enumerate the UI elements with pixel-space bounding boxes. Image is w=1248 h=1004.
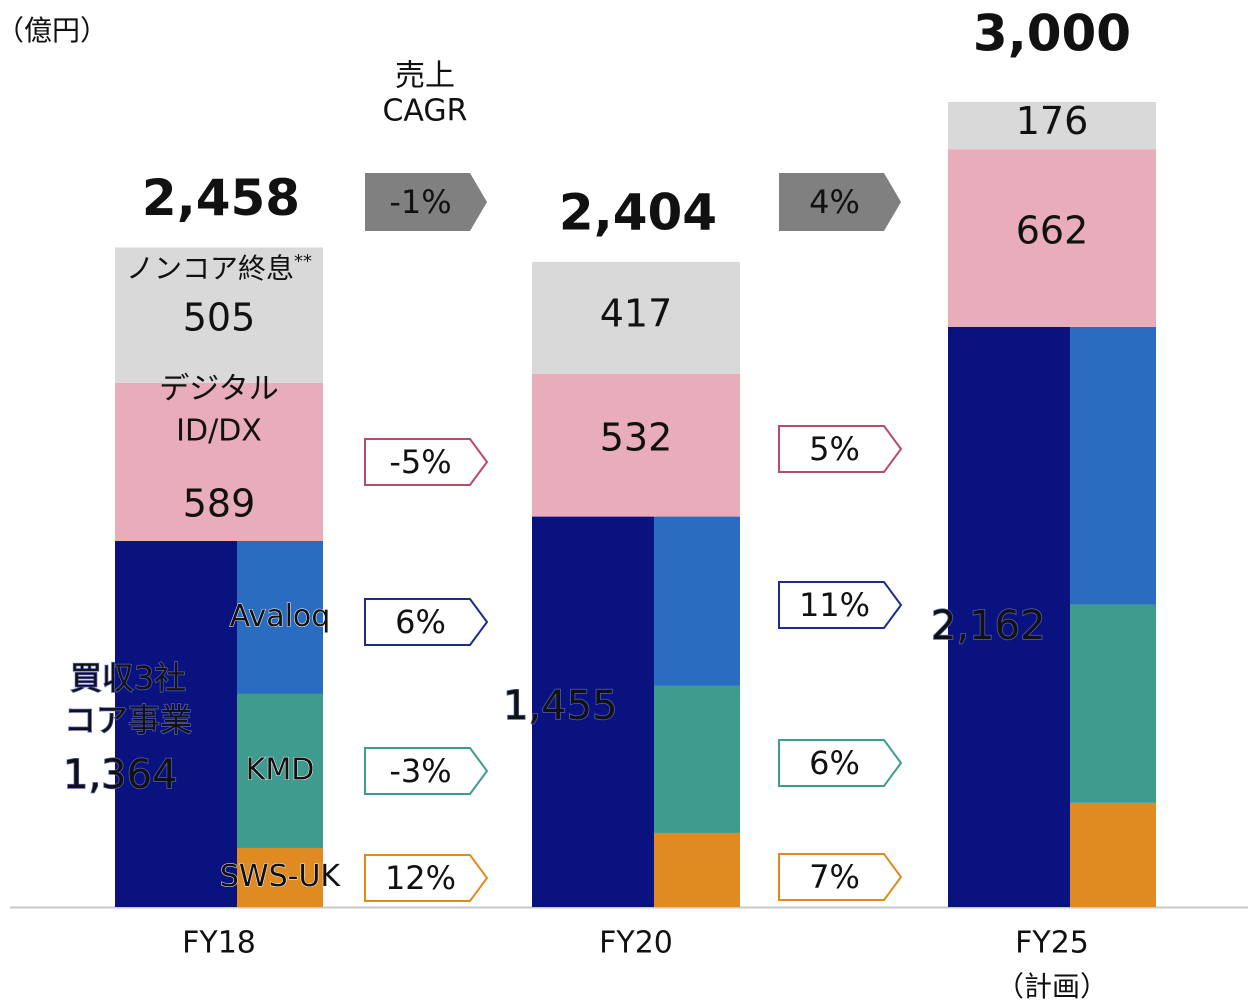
value-label: 505 xyxy=(183,296,256,340)
value-label: 662 xyxy=(1016,209,1089,253)
cagr-arrow xyxy=(364,598,489,646)
cagr-arrow xyxy=(778,425,903,473)
component-label: Avaloq xyxy=(230,599,331,634)
bar-segment xyxy=(532,261,740,374)
bar-segment xyxy=(1070,326,1156,605)
bar-segment xyxy=(654,516,740,686)
total-label: 2,404 xyxy=(559,183,717,241)
bar-segment xyxy=(948,149,1156,327)
cagr-arrow xyxy=(778,739,903,787)
value-label: 176 xyxy=(1016,99,1089,143)
series-label: ノンコア終息** xyxy=(126,251,312,285)
series-label: ID/DX xyxy=(176,413,262,448)
cagr-label: -3% xyxy=(389,752,451,790)
total-label: 2,458 xyxy=(142,169,300,227)
component-label: SWS-UK xyxy=(220,859,342,894)
footnote-mark: ** xyxy=(294,251,312,272)
bar-segment xyxy=(1070,802,1156,907)
cagr-arrow xyxy=(778,581,903,629)
value-label: 2,162 xyxy=(931,603,1046,649)
cagr-arrow xyxy=(364,438,489,486)
value-label: 589 xyxy=(183,481,256,525)
cagr-label: -1% xyxy=(389,183,451,221)
bar-segment xyxy=(115,247,323,383)
cagr-arrow xyxy=(778,853,903,901)
x-tick-note: （計画） xyxy=(996,970,1108,1003)
cagr-arrow xyxy=(364,747,489,795)
cagr-title: CAGR xyxy=(382,94,467,129)
series-label: 買収3社 xyxy=(70,659,186,697)
x-tick-label: FY18 xyxy=(182,926,256,961)
bar-segment xyxy=(948,326,1070,907)
cagr-label: 6% xyxy=(395,603,446,641)
cagr-label: 4% xyxy=(809,183,860,221)
cagr-label: 12% xyxy=(385,859,456,897)
cagr-arrow xyxy=(364,854,489,902)
bar-segment xyxy=(948,102,1156,150)
bar-segment xyxy=(237,847,323,907)
series-name: ノンコア終息 xyxy=(126,252,294,285)
cagr-label: -5% xyxy=(389,443,451,481)
value-label: 532 xyxy=(600,416,673,460)
value-label: 417 xyxy=(600,291,673,335)
series-label: デジタル xyxy=(159,371,278,406)
cagr-arrow xyxy=(779,173,901,231)
x-tick-label: FY25 xyxy=(1015,926,1089,961)
cagr-arrow xyxy=(365,173,487,231)
x-tick-label: FY20 xyxy=(599,926,673,961)
component-label: KMD xyxy=(246,752,315,787)
unit-label: （億円） xyxy=(0,14,108,47)
bar-segment xyxy=(115,382,323,541)
series-label: コア事業 xyxy=(64,701,192,739)
value-label: 1,364 xyxy=(63,752,178,798)
bar-segment xyxy=(237,540,323,694)
cagr-title: 売上 xyxy=(395,59,455,94)
bar-segment xyxy=(654,832,740,907)
bar-segment xyxy=(115,540,237,907)
cagr-label: 11% xyxy=(799,586,870,624)
cagr-label: 6% xyxy=(809,744,860,782)
total-label: 3,000 xyxy=(973,5,1131,63)
cagr-label: 7% xyxy=(809,858,860,896)
bar-segment xyxy=(237,693,323,848)
bar-segment xyxy=(532,373,740,517)
bar-segment xyxy=(654,685,740,833)
cagr-label: 5% xyxy=(809,430,860,468)
value-label: 1,455 xyxy=(503,683,618,729)
bar-segment xyxy=(532,516,654,907)
bar-segment xyxy=(1070,604,1156,803)
